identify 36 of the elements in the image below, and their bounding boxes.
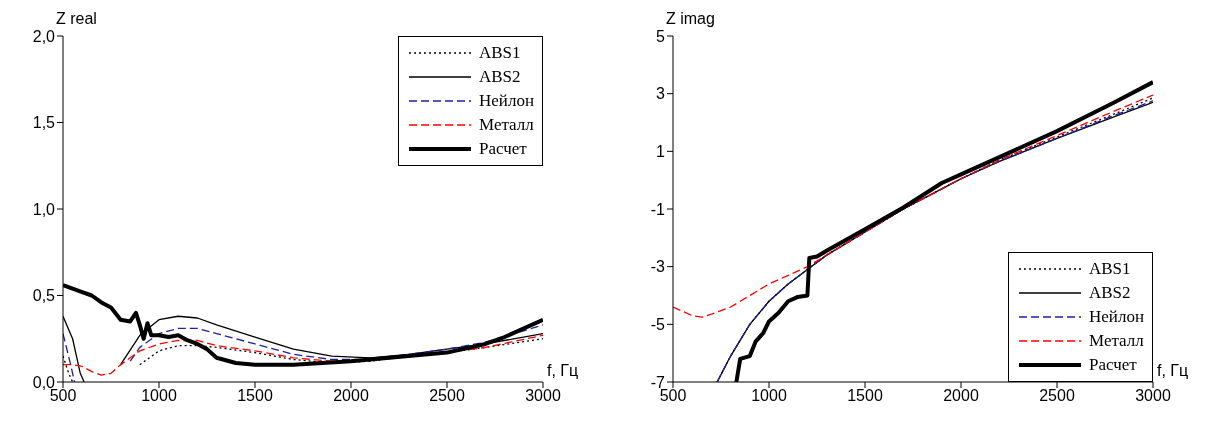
legend-label: Нейлон	[478, 91, 534, 111]
y-tick-label: 1,0	[32, 200, 56, 218]
legend-label: ABS2	[1088, 283, 1131, 303]
x-tick-label: 2000	[333, 387, 369, 405]
x-tick-label: 500	[49, 387, 77, 405]
legend-label: Расчет	[1088, 355, 1137, 375]
y-axis-title: Z imag	[666, 10, 715, 28]
x-tick-label: 2000	[943, 387, 979, 405]
legend-label: Расчет	[478, 139, 527, 159]
x-tick-label: 500	[659, 387, 687, 405]
x-tick-label: 3000	[1135, 387, 1171, 405]
legend-label: ABS1	[478, 43, 521, 63]
legend-label: Металл	[478, 115, 534, 135]
y-tick-label: 0,5	[32, 287, 56, 305]
y-tick-label: 2,0	[32, 27, 56, 45]
y-tick-label: 1	[656, 143, 666, 161]
legend-label: Нейлон	[1088, 307, 1144, 327]
legend-label: Металл	[1088, 331, 1144, 351]
y-tick-label: -1	[650, 200, 666, 218]
legend-label: ABS2	[478, 67, 521, 87]
y-tick-label: 3	[656, 85, 666, 103]
x-tick-label: 2500	[1039, 387, 1075, 405]
x-axis-title: f, Гц	[547, 362, 579, 380]
legend-label: ABS1	[1088, 259, 1131, 279]
y-tick-label: 1,5	[32, 114, 56, 132]
x-axis-title: f, Гц	[1157, 362, 1189, 380]
x-tick-label: 1000	[141, 387, 177, 405]
x-tick-label: 3000	[525, 387, 561, 405]
y-axis-title: Z real	[56, 10, 97, 28]
x-tick-label: 1500	[847, 387, 883, 405]
y-tick-label: 5	[656, 27, 666, 45]
y-tick-label: -3	[650, 258, 666, 276]
x-tick-label: 2500	[429, 387, 465, 405]
x-tick-label: 1000	[751, 387, 787, 405]
x-tick-label: 1500	[237, 387, 273, 405]
y-tick-label: -5	[650, 316, 666, 334]
